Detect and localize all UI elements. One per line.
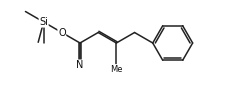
Text: Si: Si: [39, 17, 48, 27]
Text: O: O: [58, 28, 66, 38]
Text: Me: Me: [110, 65, 123, 73]
Text: N: N: [76, 60, 84, 70]
